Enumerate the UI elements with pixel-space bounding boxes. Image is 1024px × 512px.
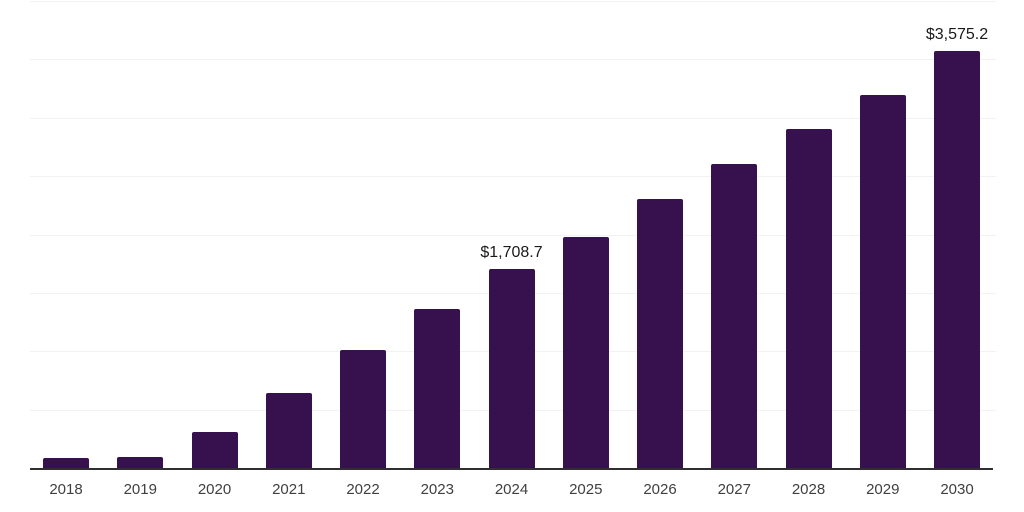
value-label: $1,708.7	[480, 243, 543, 261]
bar	[43, 457, 89, 468]
bar	[859, 94, 906, 468]
x-tick-label: 2028	[791, 481, 826, 498]
x-tick-label: 2026	[643, 481, 677, 498]
x-tick-label: 2025	[569, 481, 603, 498]
x-tick-label: 2030	[940, 481, 974, 498]
bar-column	[340, 1, 386, 468]
bar	[414, 308, 461, 468]
bar	[711, 163, 758, 468]
bar	[562, 236, 609, 468]
bar-column	[562, 1, 609, 468]
x-tick-label: 2021	[272, 481, 306, 498]
bar-column	[414, 1, 461, 468]
x-axis: 2018 2019 2020 2021 2022 2023 2024 2025 2026 2027…	[30, 481, 993, 498]
gridline	[30, 117, 996, 119]
bar-column: $1,708.7	[480, 1, 543, 468]
bar	[340, 350, 386, 468]
bar	[785, 128, 832, 468]
x-tick-label: 2027	[717, 481, 751, 498]
bar	[191, 431, 238, 468]
plot-area: $1,708.7 $3,575.2	[30, 1, 996, 470]
x-tick-label: 2019	[123, 481, 157, 498]
bar	[934, 50, 980, 468]
x-tick-label: 2024	[494, 481, 529, 498]
bar-column	[265, 1, 312, 468]
x-tick-label: 2023	[420, 481, 454, 498]
x-tick-label: 2020	[197, 481, 232, 498]
bar-column	[637, 1, 683, 468]
gridline	[30, 59, 996, 61]
bar	[488, 268, 535, 468]
gridline	[30, 1, 996, 2]
bar-column: $3,575.2	[926, 1, 988, 468]
bar-series: $1,708.7 $3,575.2	[30, 1, 993, 468]
value-label: $3,575.2	[925, 26, 989, 44]
bar-column	[785, 1, 832, 468]
gridline	[30, 176, 996, 178]
bar	[265, 392, 312, 468]
x-tick-label: 2029	[866, 481, 900, 498]
x-tick-label: 2018	[49, 481, 83, 498]
bar	[637, 199, 683, 468]
bar	[117, 457, 164, 468]
bar-column	[117, 1, 164, 468]
x-tick-label: 2022	[346, 481, 380, 498]
gridline	[30, 234, 996, 236]
bar-column	[859, 1, 906, 468]
bar-column	[43, 1, 89, 468]
bar-column	[711, 1, 758, 468]
bar-column	[191, 1, 238, 468]
